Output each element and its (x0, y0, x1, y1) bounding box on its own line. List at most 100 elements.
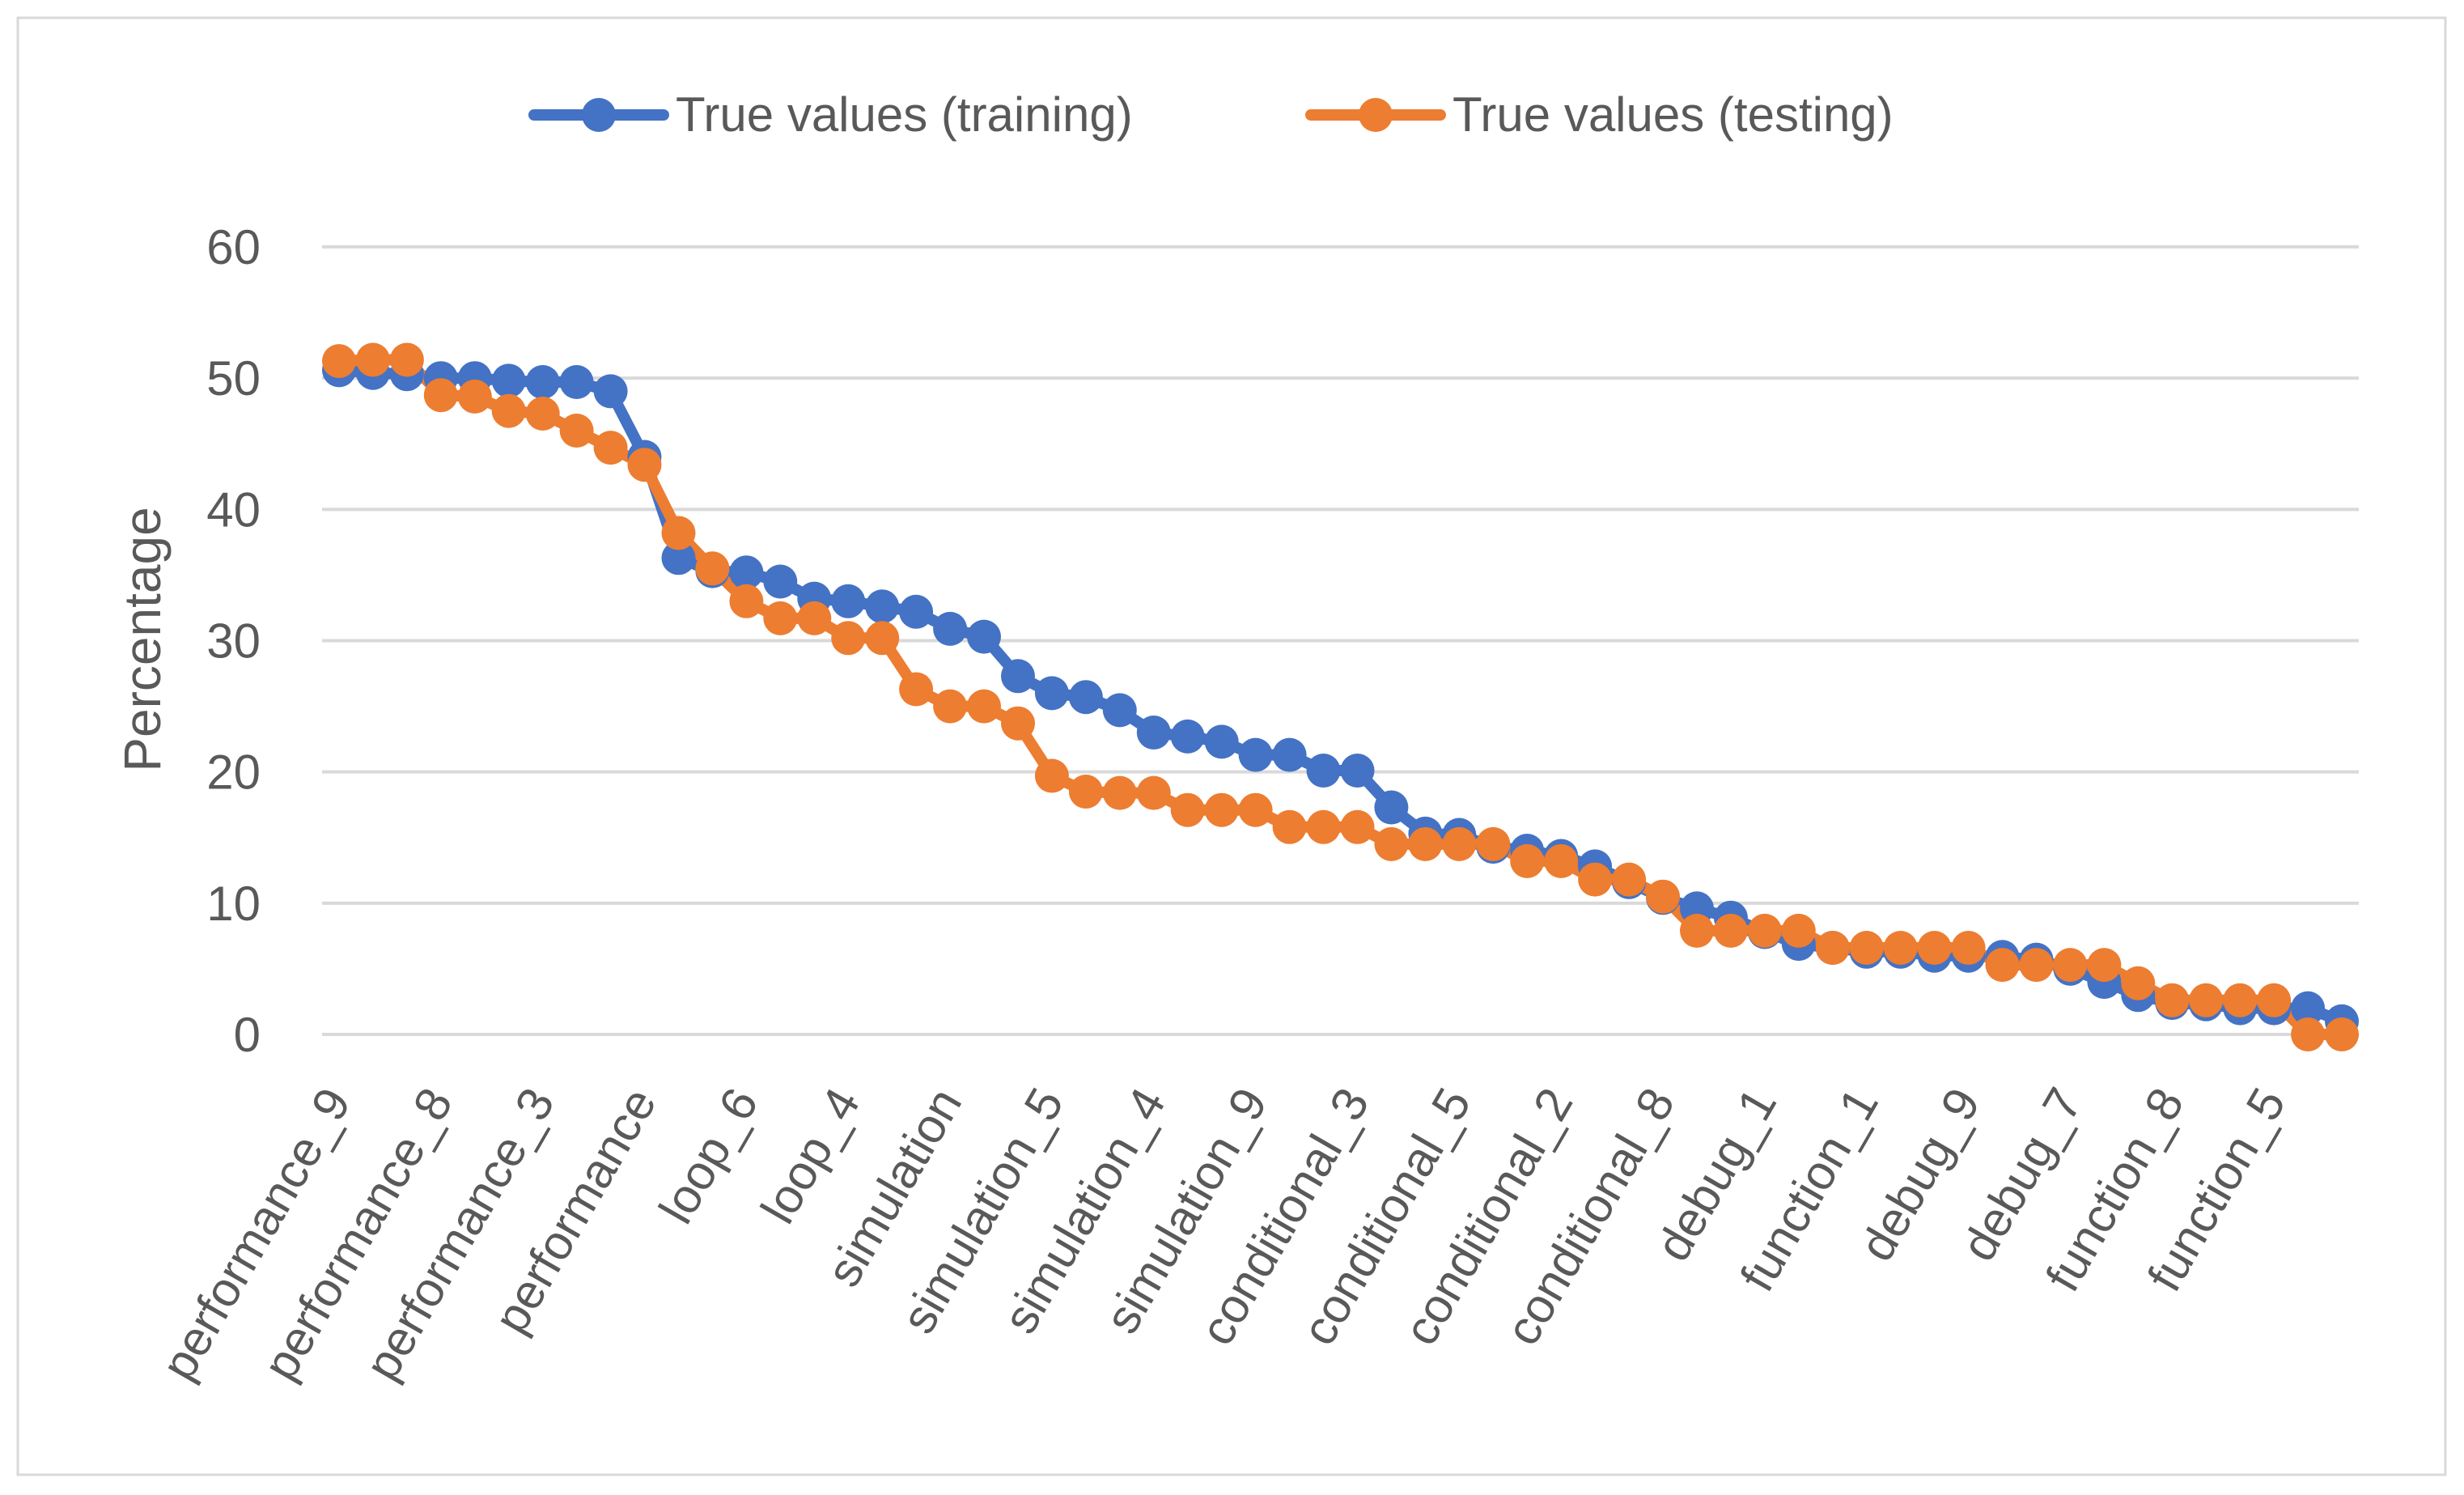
data-point-s1-3[interactable] (423, 378, 458, 413)
data-point-s0-13[interactable] (763, 564, 798, 599)
data-point-s1-19[interactable] (967, 689, 1001, 724)
data-point-s0-5[interactable] (491, 363, 526, 398)
data-point-s1-4[interactable] (457, 379, 492, 414)
data-point-s1-48[interactable] (1951, 931, 1986, 965)
data-point-s1-42[interactable] (1747, 913, 1782, 948)
data-point-s1-14[interactable] (797, 601, 832, 635)
data-point-s1-47[interactable] (1917, 931, 1952, 965)
data-point-s1-21[interactable] (1034, 758, 1069, 793)
data-point-s1-36[interactable] (1544, 843, 1579, 878)
y-tick-label-50: 50 (206, 351, 261, 406)
data-point-s1-28[interactable] (1272, 809, 1307, 844)
y-axis-title: Percentage (113, 507, 172, 771)
data-point-s1-38[interactable] (1612, 862, 1647, 897)
legend-swatch-testing-marker (1359, 98, 1393, 132)
y-tick-label-60: 60 (206, 220, 261, 274)
data-point-s0-25[interactable] (1170, 719, 1205, 754)
y-tick-label-10: 10 (206, 877, 261, 931)
data-point-s1-15[interactable] (831, 621, 866, 656)
y-tick-label-0: 0 (234, 1008, 261, 1062)
data-point-s0-20[interactable] (1001, 659, 1035, 694)
data-point-s1-40[interactable] (1680, 913, 1714, 948)
legend-label-testing: True values (testing) (1453, 87, 1894, 142)
data-point-s1-1[interactable] (355, 342, 390, 377)
data-point-s1-18[interactable] (933, 689, 968, 724)
data-point-s0-8[interactable] (593, 374, 628, 409)
data-point-s0-31[interactable] (1374, 790, 1409, 825)
data-point-s1-6[interactable] (525, 397, 560, 431)
data-point-s1-32[interactable] (1408, 826, 1443, 861)
data-point-s1-41[interactable] (1713, 913, 1748, 948)
data-point-s1-23[interactable] (1102, 775, 1137, 810)
data-point-s1-2[interactable] (389, 342, 424, 377)
data-point-s0-16[interactable] (865, 589, 900, 624)
legend: True values (training) True values (test… (528, 87, 1894, 142)
data-point-s1-52[interactable] (2087, 948, 2122, 983)
data-point-s1-9[interactable] (627, 448, 662, 482)
data-point-s1-33[interactable] (1442, 826, 1477, 861)
data-point-s0-6[interactable] (525, 365, 560, 399)
legend-item-training[interactable]: True values (training) (528, 87, 1133, 142)
data-point-s1-12[interactable] (729, 584, 764, 618)
data-point-s1-57[interactable] (2257, 983, 2292, 1017)
y-axis-tick-labels: 0 10 20 30 40 50 60 (206, 220, 261, 1062)
data-point-s1-54[interactable] (2155, 983, 2190, 1017)
data-point-s1-56[interactable] (2223, 983, 2258, 1017)
data-point-s0-17[interactable] (899, 594, 934, 629)
legend-item-testing[interactable]: True values (testing) (1305, 87, 1894, 142)
data-point-s1-26[interactable] (1204, 792, 1239, 827)
data-point-s0-28[interactable] (1272, 737, 1307, 772)
data-point-s0-27[interactable] (1238, 737, 1273, 772)
data-point-s1-7[interactable] (559, 414, 594, 448)
data-point-s0-18[interactable] (933, 611, 968, 646)
data-point-s1-17[interactable] (899, 672, 934, 707)
data-point-s1-51[interactable] (2053, 948, 2088, 983)
data-point-s0-12[interactable] (729, 555, 764, 590)
data-point-s1-11[interactable] (695, 551, 730, 586)
data-point-s1-49[interactable] (1985, 948, 2020, 983)
data-point-s1-27[interactable] (1238, 792, 1273, 827)
data-point-s1-34[interactable] (1476, 826, 1511, 861)
data-point-s1-30[interactable] (1340, 809, 1375, 844)
data-point-s1-13[interactable] (763, 601, 798, 635)
data-point-s1-45[interactable] (1849, 931, 1884, 965)
data-point-s1-46[interactable] (1883, 931, 1918, 965)
data-point-s1-5[interactable] (491, 393, 526, 428)
data-point-s1-24[interactable] (1136, 775, 1171, 810)
data-point-s1-55[interactable] (2189, 983, 2224, 1017)
data-point-s1-25[interactable] (1170, 792, 1205, 827)
data-point-s1-22[interactable] (1068, 775, 1103, 809)
data-point-s1-50[interactable] (2019, 948, 2054, 983)
data-point-s0-23[interactable] (1102, 693, 1137, 728)
data-point-s1-59[interactable] (2325, 1017, 2359, 1051)
data-point-s1-10[interactable] (661, 516, 696, 550)
data-point-s1-37[interactable] (1578, 862, 1613, 897)
data-point-s0-29[interactable] (1306, 754, 1341, 788)
data-point-s0-7[interactable] (559, 365, 594, 399)
data-point-s1-35[interactable] (1510, 843, 1545, 878)
data-point-s0-10[interactable] (661, 541, 696, 575)
data-point-s0-24[interactable] (1136, 716, 1171, 750)
data-point-s1-0[interactable] (322, 344, 356, 379)
data-point-s1-44[interactable] (1815, 931, 1850, 965)
data-point-s0-30[interactable] (1340, 754, 1375, 788)
data-point-s0-21[interactable] (1034, 676, 1069, 711)
data-point-s1-8[interactable] (593, 431, 628, 465)
data-point-s1-20[interactable] (1001, 706, 1035, 741)
data-point-s0-22[interactable] (1068, 680, 1103, 715)
y-tick-label-20: 20 (206, 745, 261, 800)
data-point-s1-29[interactable] (1306, 809, 1341, 844)
data-point-s0-19[interactable] (967, 619, 1001, 654)
data-point-s1-43[interactable] (1781, 913, 1816, 948)
data-point-s1-53[interactable] (2121, 966, 2156, 1000)
data-point-s1-31[interactable] (1374, 826, 1409, 861)
legend-swatch-training-marker (582, 98, 616, 132)
data-point-s0-58[interactable] (2291, 991, 2326, 1026)
data-point-s0-15[interactable] (831, 584, 866, 618)
y-tick-label-40: 40 (206, 482, 261, 537)
data-point-s1-39[interactable] (1646, 879, 1680, 914)
data-point-s1-58[interactable] (2291, 1017, 2326, 1051)
data-point-s0-26[interactable] (1204, 724, 1239, 759)
data-point-s1-16[interactable] (865, 621, 900, 656)
